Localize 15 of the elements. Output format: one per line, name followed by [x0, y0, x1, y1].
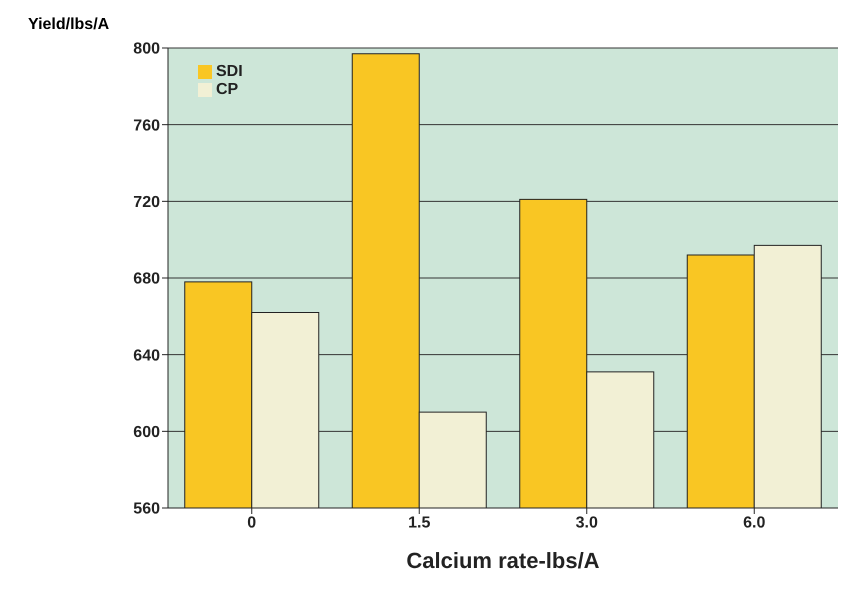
y-tick-label: 800	[133, 40, 160, 58]
y-tick-label: 640	[133, 347, 160, 364]
y-tick-label: 560	[133, 500, 160, 518]
x-tick-label: 0	[247, 514, 256, 532]
y-tick-label: 600	[133, 424, 160, 442]
legend-label: CP	[216, 81, 238, 98]
legend-label: SDI	[216, 63, 243, 80]
y-tick-label: 720	[133, 194, 160, 212]
x-tick-label: 6.0	[743, 514, 766, 532]
x-axis-title: Calcium rate-lbs/A	[406, 548, 600, 573]
x-tick-label: 1.5	[408, 514, 430, 532]
y-tick-label: 760	[133, 117, 160, 134]
x-tick-label: 3.0	[576, 514, 598, 532]
y-tick-label: 680	[133, 270, 160, 288]
y-axis-title: Yield/lbs/A	[28, 16, 110, 34]
